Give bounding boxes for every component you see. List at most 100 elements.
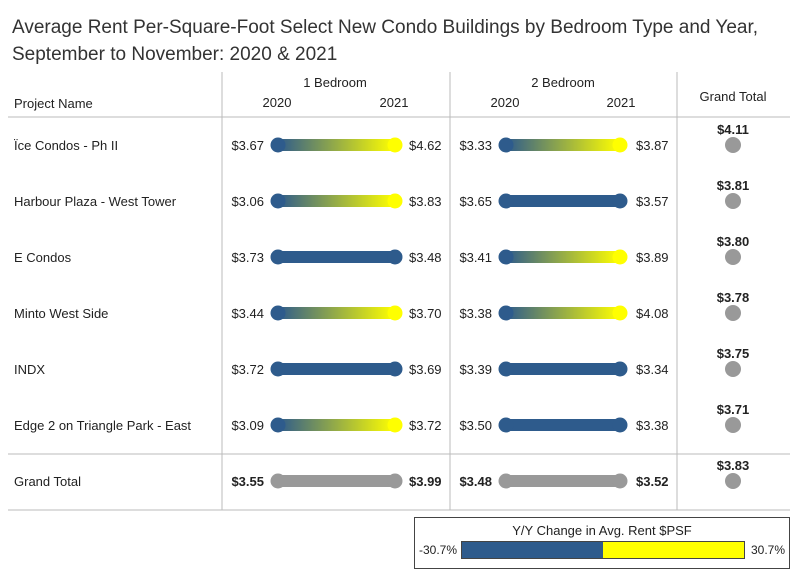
data-label-2020: $3.48 [459, 474, 492, 489]
project-name-label: E Condos [14, 250, 72, 265]
dumbbell-point-2020 [498, 249, 514, 265]
data-label-2020: $3.72 [231, 362, 264, 377]
chart-title: Average Rent Per-Square-Foot Select New … [12, 17, 759, 65]
dumbbell-point-2020 [498, 305, 514, 321]
dumbbell-bar [278, 195, 395, 207]
data-label-2021: $3.87 [636, 138, 669, 153]
grand-total-dot [725, 305, 741, 321]
dumbbell-point-2020 [498, 361, 514, 377]
grand-total-dot [725, 417, 741, 433]
dumbbell-bar [278, 307, 395, 319]
year-tick-label: 2020 [491, 95, 520, 110]
data-label-2020: $3.38 [459, 306, 492, 321]
dumbbell-bar [506, 475, 620, 487]
project-name-label: Grand Total [14, 474, 81, 489]
dumbbell-point-2020 [498, 473, 514, 489]
data-label-2020: $3.55 [231, 474, 264, 489]
grand-total-dot [725, 193, 741, 209]
grand-total-dot [725, 361, 741, 377]
grand-total-dot [725, 137, 741, 153]
project-name-label: Ïce Condos - Ph II [14, 138, 118, 153]
dumbbell-point-2021 [387, 473, 403, 489]
legend-color-bar [461, 541, 745, 559]
dumbbell-bar [506, 139, 620, 151]
legend-max-label: 30.7% [750, 543, 785, 557]
dumbbell-bar [506, 195, 620, 207]
data-label-2020: $3.06 [231, 194, 264, 209]
data-label-2021: $3.48 [409, 250, 442, 265]
dumbbell-bar [278, 475, 395, 487]
dumbbell-bar [278, 363, 395, 375]
grand-total-value: $3.80 [717, 234, 750, 249]
grand-total-value: $4.11 [717, 122, 749, 137]
project-name-label: Harbour Plaza - West Tower [14, 194, 177, 209]
dumbbell-point-2021 [612, 473, 628, 489]
grand-total-value: $3.81 [717, 178, 750, 193]
grand-total-dot [725, 249, 741, 265]
dumbbell-point-2021 [387, 249, 403, 265]
project-name-label: Edge 2 on Triangle Park - East [14, 418, 191, 433]
color-legend: Y/Y Change in Avg. Rent $PSF -30.7% 30.7… [414, 517, 790, 569]
year-tick-label: 2021 [607, 95, 636, 110]
dumbbell-point-2020 [270, 249, 286, 265]
grand-total-value: $3.83 [717, 458, 750, 473]
dumbbell-point-2020 [498, 193, 514, 209]
data-label-2021: $3.52 [636, 474, 669, 489]
data-label-2021: $3.89 [636, 250, 669, 265]
data-label-2021: $3.34 [636, 362, 669, 377]
dumbbell-point-2021 [387, 361, 403, 377]
data-label-2020: $3.50 [459, 418, 492, 433]
dumbbell-point-2021 [612, 249, 628, 265]
data-label-2020: $3.67 [231, 138, 264, 153]
data-label-2021: $3.69 [409, 362, 442, 377]
dumbbell-bar [278, 251, 395, 263]
data-label-2020: $3.09 [231, 418, 264, 433]
data-label-2021: $4.62 [409, 138, 442, 153]
legend-title: Y/Y Change in Avg. Rent $PSF [512, 523, 692, 538]
dumbbell-point-2021 [612, 137, 628, 153]
legend-min-label: -30.7% [419, 543, 458, 557]
dumbbell-point-2021 [612, 417, 628, 433]
data-label-2021: $3.83 [409, 194, 442, 209]
data-label-2020: $3.65 [459, 194, 492, 209]
dumbbell-bar [506, 307, 620, 319]
dumbbell-point-2021 [387, 417, 403, 433]
data-label-2021: $3.70 [409, 306, 442, 321]
column-group-label: 1 Bedroom [303, 75, 367, 90]
dumbbell-point-2020 [498, 137, 514, 153]
dumbbell-point-2020 [270, 193, 286, 209]
dumbbell-bar [506, 363, 620, 375]
dumbbell-point-2021 [612, 305, 628, 321]
year-tick-label: 2020 [263, 95, 292, 110]
data-label-2021: $3.38 [636, 418, 669, 433]
grand-total-dot [725, 473, 741, 489]
grand-total-value: $3.78 [717, 290, 750, 305]
data-label-2020: $3.73 [231, 250, 264, 265]
grand-total-value: $3.75 [717, 346, 750, 361]
legend-negative-swatch [462, 542, 603, 558]
year-tick-label: 2021 [380, 95, 409, 110]
dumbbell-point-2021 [387, 137, 403, 153]
dumbbell-point-2020 [270, 305, 286, 321]
dumbbell-bar [506, 419, 620, 431]
dumbbell-point-2020 [498, 417, 514, 433]
data-label-2020: $3.41 [459, 250, 492, 265]
grand-total-value: $3.71 [717, 402, 750, 417]
row-header-label: Project Name [14, 96, 93, 111]
data-label-2020: $3.44 [231, 306, 264, 321]
data-label-2021: $3.72 [409, 418, 442, 433]
project-name-label: INDX [14, 362, 45, 377]
dumbbell-point-2020 [270, 137, 286, 153]
dumbbell-bar [278, 139, 395, 151]
dumbbell-point-2020 [270, 417, 286, 433]
data-label-2021: $3.99 [409, 474, 442, 489]
dumbbell-point-2020 [270, 361, 286, 377]
project-name-label: Minto West Side [14, 306, 108, 321]
data-label-2021: $4.08 [636, 306, 669, 321]
legend-positive-swatch [603, 542, 744, 558]
dumbbell-point-2021 [612, 193, 628, 209]
dumbbell-point-2020 [270, 473, 286, 489]
column-group-label: 2 Bedroom [531, 75, 595, 90]
dumbbell-bar [278, 419, 395, 431]
dumbbell-point-2021 [387, 193, 403, 209]
